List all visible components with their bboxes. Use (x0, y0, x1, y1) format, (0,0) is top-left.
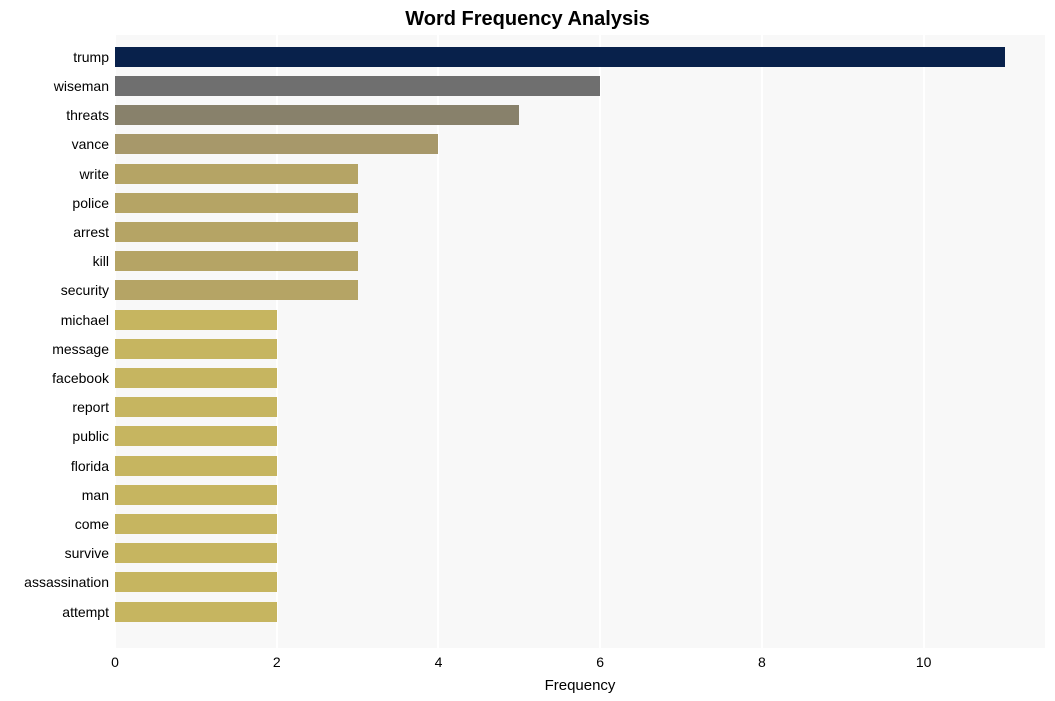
bar (115, 426, 277, 446)
x-tick-label: 8 (758, 654, 766, 670)
bar (115, 456, 277, 476)
x-axis-labels: 0246810 (115, 654, 1045, 674)
y-tick-label: report (0, 400, 109, 414)
x-tick-label: 4 (435, 654, 443, 670)
gridline (761, 35, 763, 648)
y-tick-label: public (0, 429, 109, 443)
y-tick-label: michael (0, 313, 109, 327)
y-tick-label: message (0, 342, 109, 356)
bar (115, 76, 600, 96)
bar (115, 602, 277, 622)
y-tick-label: assassination (0, 575, 109, 589)
bar (115, 572, 277, 592)
bar (115, 514, 277, 534)
y-tick-label: come (0, 517, 109, 531)
bar (115, 397, 277, 417)
bar (115, 280, 358, 300)
bar (115, 164, 358, 184)
gridline (923, 35, 925, 648)
bar (115, 543, 277, 563)
bar (115, 310, 277, 330)
gridline (599, 35, 601, 648)
chart-container: Word Frequency Analysis trump wiseman thre… (0, 0, 1055, 701)
gridline (437, 35, 439, 648)
bar (115, 251, 358, 271)
y-tick-label: man (0, 488, 109, 502)
y-tick-label: threats (0, 108, 109, 122)
x-axis-title: Frequency (115, 677, 1045, 694)
x-tick-label: 2 (273, 654, 281, 670)
x-tick-label: 10 (916, 654, 932, 670)
bar (115, 134, 438, 154)
x-tick-label: 0 (111, 654, 119, 670)
y-tick-label: security (0, 283, 109, 297)
y-tick-label: wiseman (0, 79, 109, 93)
chart-title: Word Frequency Analysis (0, 8, 1055, 31)
y-tick-label: florida (0, 459, 109, 473)
plot-area (115, 35, 1045, 648)
y-tick-label: kill (0, 254, 109, 268)
bar (115, 339, 277, 359)
y-tick-label: police (0, 196, 109, 210)
y-axis-labels: trump wiseman threats vance write police arres… (0, 35, 109, 648)
y-tick-label: trump (0, 50, 109, 64)
bar (115, 105, 519, 125)
bar (115, 222, 358, 242)
y-tick-label: survive (0, 546, 109, 560)
bar (115, 47, 1005, 67)
bar (115, 193, 358, 213)
y-tick-label: write (0, 167, 109, 181)
y-tick-label: arrest (0, 225, 109, 239)
y-tick-label: vance (0, 137, 109, 151)
y-tick-label: facebook (0, 371, 109, 385)
bar (115, 368, 277, 388)
bar (115, 485, 277, 505)
y-tick-label: attempt (0, 605, 109, 619)
x-tick-label: 6 (596, 654, 604, 670)
